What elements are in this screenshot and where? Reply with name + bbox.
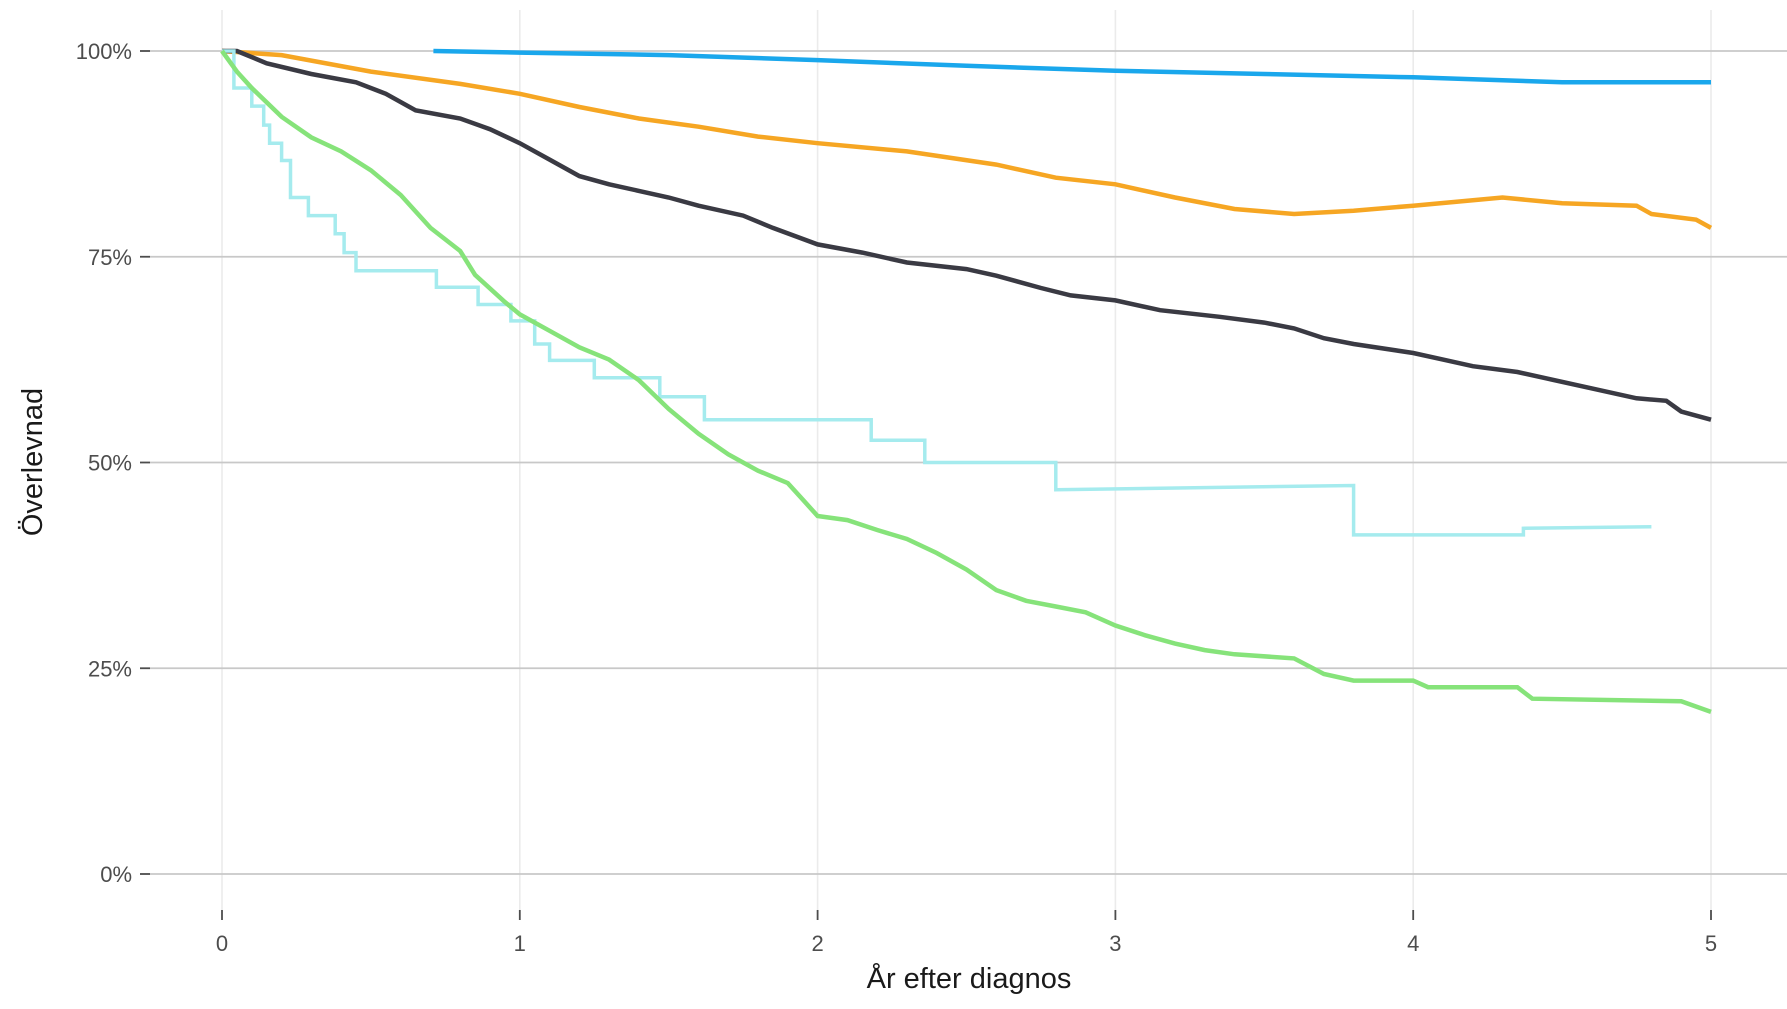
series-lines: [220, 48, 1713, 715]
x-tick-label: 3: [1109, 931, 1121, 956]
x-axis: 0 1 2 3 4 5: [216, 910, 1717, 956]
y-axis: 0% 25% 50% 75% 100%: [76, 39, 150, 887]
y-tick-label: 100%: [76, 39, 132, 64]
series-line-3: [222, 48, 1712, 422]
y-axis-title: Överlevnad: [17, 388, 49, 536]
y-tick-label: 25%: [88, 656, 132, 681]
series-line-5: [220, 49, 1712, 715]
y-tick-label: 0%: [100, 862, 132, 887]
series-line-2: [221, 48, 1713, 230]
y-tick-label: 75%: [88, 245, 132, 270]
y-tick-label: 50%: [88, 451, 132, 476]
x-tick-label: 1: [514, 931, 526, 956]
x-tick-label: 0: [216, 931, 228, 956]
series-line-4: [222, 49, 1652, 537]
x-tick-label: 4: [1407, 931, 1419, 956]
x-axis-title: År efter diagnos: [867, 962, 1072, 995]
minor-gridlines: [221, 10, 1712, 910]
series-line-1: [433, 48, 1711, 85]
x-tick-label: 2: [811, 931, 823, 956]
x-tick-label: 5: [1705, 931, 1717, 956]
